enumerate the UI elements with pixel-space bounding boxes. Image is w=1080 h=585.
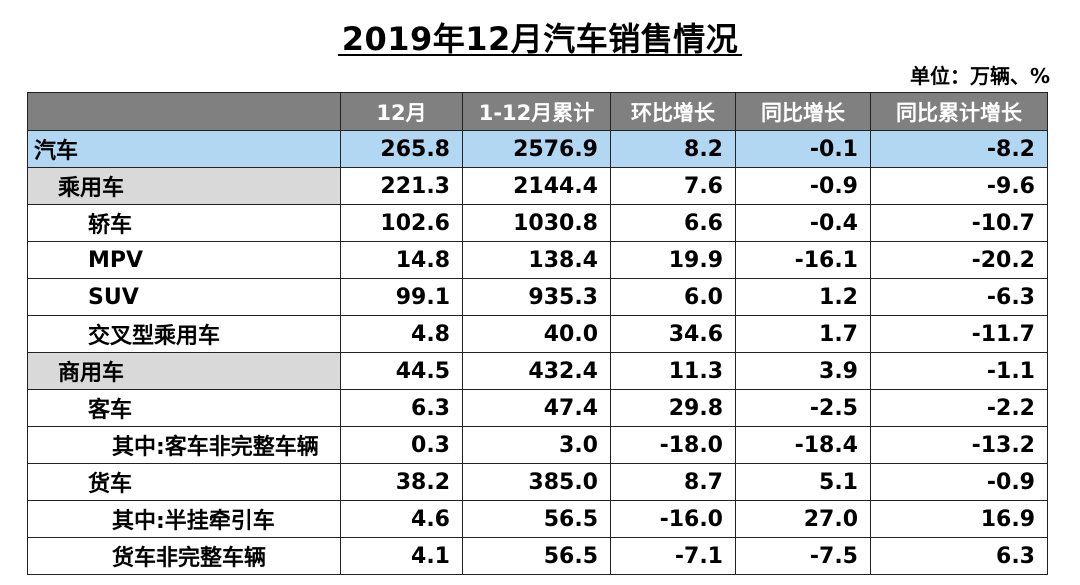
- header-cell: 同比累计增长: [870, 92, 1048, 131]
- cell-value: 27.0: [735, 500, 871, 538]
- cell-value: 4.1: [340, 537, 463, 575]
- cell-value: 29.8: [610, 389, 736, 427]
- cell-value: -0.9: [735, 167, 871, 205]
- cell-value: 5.1: [735, 463, 871, 501]
- cell-value: 56.5: [462, 537, 611, 575]
- cell-value: -18.0: [610, 426, 736, 464]
- table-row: SUV 99.1 935.3 6.0 1.2 -6.3: [27, 278, 1048, 316]
- cell-value: 6.0: [610, 278, 736, 316]
- cell-value: -7.1: [610, 537, 736, 575]
- table-row: 乘用车 221.3 2144.4 7.6 -0.9 -9.6: [27, 167, 1048, 205]
- header-cell: 环比增长: [610, 92, 736, 131]
- cell-value: 44.5: [340, 352, 463, 390]
- row-label: 货车: [27, 463, 341, 501]
- cell-value: 34.6: [610, 315, 736, 353]
- cell-value: 14.8: [340, 241, 463, 279]
- table-row: 货车非完整车辆 4.1 56.5 -7.1 -7.5 6.3: [27, 537, 1048, 575]
- row-label: SUV: [27, 278, 341, 316]
- cell-value: 4.6: [340, 500, 463, 538]
- table-row: 其中:客车非完整车辆 0.3 3.0 -18.0 -18.4 -13.2: [27, 426, 1048, 464]
- cell-value: -0.1: [735, 130, 871, 168]
- cell-value: 6.3: [870, 537, 1048, 575]
- sales-table: 12月 1-12月累计 环比增长 同比增长 同比累计增长 汽车 265.8 25…: [27, 92, 1048, 575]
- cell-value: 16.9: [870, 500, 1048, 538]
- cell-value: -16.1: [735, 241, 871, 279]
- cell-value: -13.2: [870, 426, 1048, 464]
- title-underline: [338, 54, 742, 56]
- table-row: 轿车 102.6 1030.8 6.6 -0.4 -10.7: [27, 204, 1048, 242]
- table-row: 汽车 265.8 2576.9 8.2 -0.1 -8.2: [27, 130, 1048, 168]
- cell-value: 11.3: [610, 352, 736, 390]
- cell-value: -11.7: [870, 315, 1048, 353]
- cell-value: 8.7: [610, 463, 736, 501]
- cell-value: -2.2: [870, 389, 1048, 427]
- cell-value: 99.1: [340, 278, 463, 316]
- cell-value: 935.3: [462, 278, 611, 316]
- header-cell: 12月: [340, 92, 463, 131]
- row-label: MPV: [27, 241, 341, 279]
- cell-value: -20.2: [870, 241, 1048, 279]
- cell-value: 1.7: [735, 315, 871, 353]
- header-cell: [27, 92, 341, 131]
- cell-value: 265.8: [340, 130, 463, 168]
- cell-value: -8.2: [870, 130, 1048, 168]
- row-label: 乘用车: [27, 167, 341, 205]
- cell-value: -1.1: [870, 352, 1048, 390]
- cell-value: 47.4: [462, 389, 611, 427]
- table-row: 货车 38.2 385.0 8.7 5.1 -0.9: [27, 463, 1048, 501]
- cell-value: 1.2: [735, 278, 871, 316]
- cell-value: -18.4: [735, 426, 871, 464]
- cell-value: -16.0: [610, 500, 736, 538]
- cell-value: 6.6: [610, 204, 736, 242]
- cell-value: 3.9: [735, 352, 871, 390]
- cell-value: 4.8: [340, 315, 463, 353]
- cell-value: -7.5: [735, 537, 871, 575]
- row-label: 交叉型乘用车: [27, 315, 341, 353]
- table-row: 交叉型乘用车 4.8 40.0 34.6 1.7 -11.7: [27, 315, 1048, 353]
- cell-value: 6.3: [340, 389, 463, 427]
- table-row: 其中:半挂牵引车 4.6 56.5 -16.0 27.0 16.9: [27, 500, 1048, 538]
- header-cell: 同比增长: [735, 92, 871, 131]
- row-label: 商用车: [27, 352, 341, 390]
- cell-value: 56.5: [462, 500, 611, 538]
- cell-value: -0.9: [870, 463, 1048, 501]
- cell-value: 1030.8: [462, 204, 611, 242]
- cell-value: 2576.9: [462, 130, 611, 168]
- cell-value: 385.0: [462, 463, 611, 501]
- table-row: MPV 14.8 138.4 19.9 -16.1 -20.2: [27, 241, 1048, 279]
- cell-value: 221.3: [340, 167, 463, 205]
- header-cell: 1-12月累计: [462, 92, 611, 131]
- cell-value: 2144.4: [462, 167, 611, 205]
- row-label: 货车非完整车辆: [27, 537, 341, 575]
- page-title: 2019年12月汽车销售情况: [341, 20, 739, 58]
- header-row: 12月 1-12月累计 环比增长 同比增长 同比累计增长: [27, 92, 1048, 131]
- cell-value: 3.0: [462, 426, 611, 464]
- cell-value: 0.3: [340, 426, 463, 464]
- cell-value: -6.3: [870, 278, 1048, 316]
- row-label: 汽车: [27, 130, 341, 168]
- unit-label: 单位：万辆、%: [909, 64, 1050, 88]
- table-row: 商用车 44.5 432.4 11.3 3.9 -1.1: [27, 352, 1048, 390]
- cell-value: 38.2: [340, 463, 463, 501]
- cell-value: 19.9: [610, 241, 736, 279]
- row-label: 其中:半挂牵引车: [27, 500, 341, 538]
- cell-value: 138.4: [462, 241, 611, 279]
- cell-value: 432.4: [462, 352, 611, 390]
- table-row: 客车 6.3 47.4 29.8 -2.5 -2.2: [27, 389, 1048, 427]
- cell-value: 102.6: [340, 204, 463, 242]
- cell-value: 40.0: [462, 315, 611, 353]
- cell-value: -10.7: [870, 204, 1048, 242]
- cell-value: 8.2: [610, 130, 736, 168]
- row-label: 轿车: [27, 204, 341, 242]
- cell-value: 7.6: [610, 167, 736, 205]
- row-label: 其中:客车非完整车辆: [27, 426, 341, 464]
- cell-value: -9.6: [870, 167, 1048, 205]
- cell-value: -0.4: [735, 204, 871, 242]
- cell-value: -2.5: [735, 389, 871, 427]
- row-label: 客车: [27, 389, 341, 427]
